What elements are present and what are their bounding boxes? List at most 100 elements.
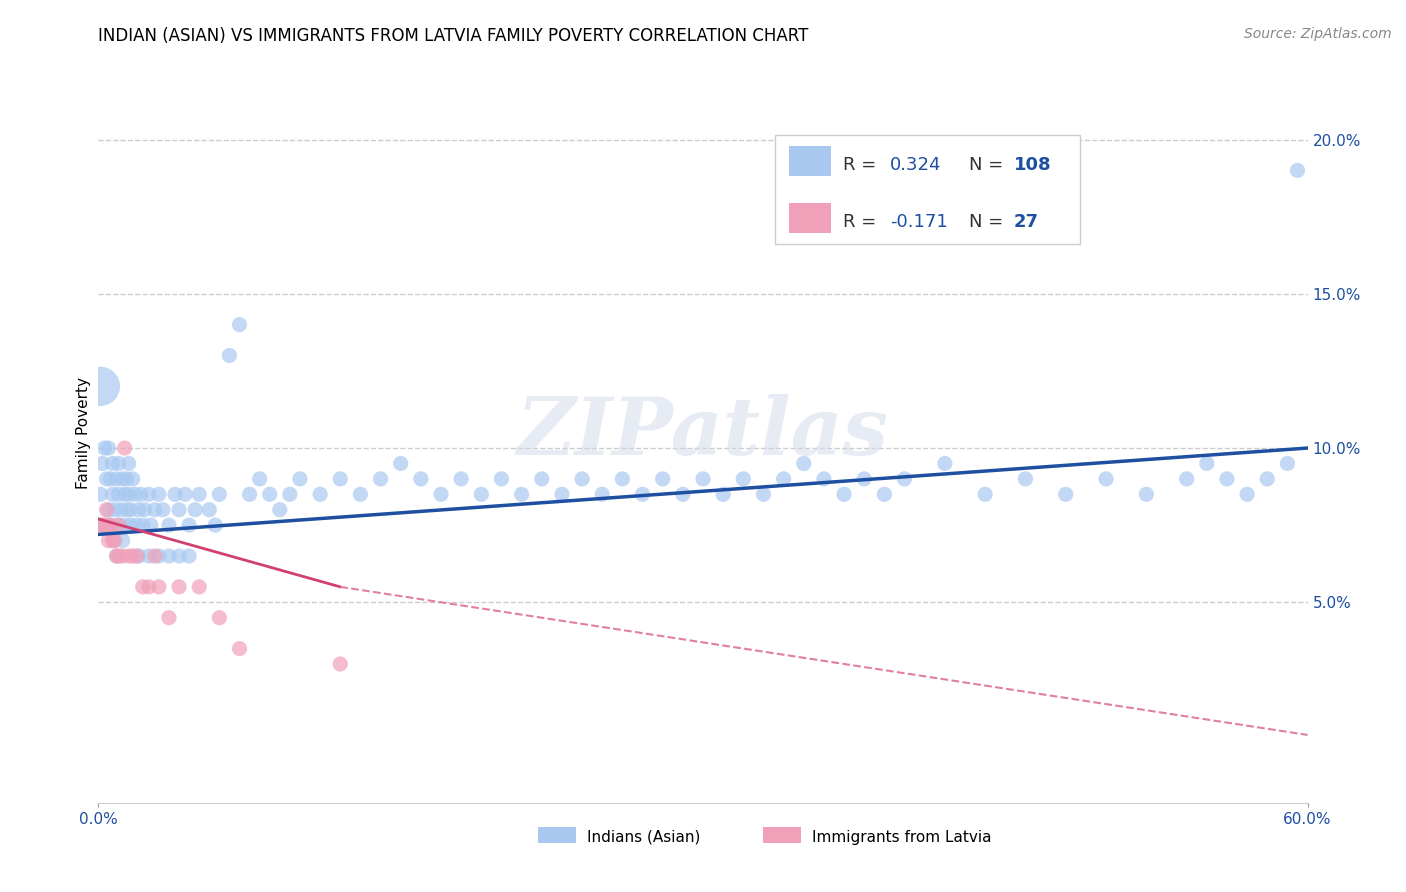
Point [1236, 487, 1258, 501]
Point [893, 472, 915, 486]
Point [389, 457, 412, 471]
Text: Immigrants from Latvia: Immigrants from Latvia [813, 830, 991, 845]
Text: R =: R = [842, 213, 882, 231]
Point [97, 502, 120, 516]
Point [125, 518, 148, 533]
Point [103, 502, 125, 516]
Point [329, 472, 352, 486]
Point [349, 487, 371, 501]
Text: ZIPatlas: ZIPatlas [517, 394, 889, 471]
Text: N =: N = [969, 156, 1010, 174]
Point [107, 487, 129, 501]
Point [114, 487, 136, 501]
Point [204, 518, 226, 533]
Point [101, 457, 124, 471]
Point [125, 549, 148, 563]
Point [167, 580, 190, 594]
Point [208, 487, 231, 501]
Point [91, 457, 114, 471]
Point [174, 487, 197, 501]
Point [510, 487, 533, 501]
Point [115, 502, 138, 516]
Point [163, 487, 186, 501]
Point [853, 472, 876, 486]
Point [100, 472, 122, 486]
Point [148, 487, 170, 501]
Point [370, 472, 392, 486]
Point [1277, 457, 1299, 471]
Point [409, 472, 432, 486]
Text: 108: 108 [1014, 156, 1052, 174]
Point [157, 611, 180, 625]
Point [101, 487, 124, 501]
Point [111, 533, 134, 548]
Point [278, 487, 301, 501]
Point [105, 549, 128, 563]
Point [711, 487, 734, 501]
Point [329, 657, 352, 671]
Point [651, 472, 673, 486]
Point [188, 580, 211, 594]
Point [218, 349, 240, 363]
Point [450, 472, 472, 486]
Point [269, 502, 291, 516]
Text: 27: 27 [1014, 213, 1039, 231]
Point [129, 487, 152, 501]
Point [115, 472, 138, 486]
Point [107, 549, 129, 563]
Point [118, 457, 141, 471]
Point [157, 518, 180, 533]
Point [1256, 472, 1278, 486]
Point [249, 472, 271, 486]
Point [259, 487, 281, 501]
Point [110, 502, 132, 516]
Point [733, 472, 755, 486]
Point [93, 441, 115, 455]
Text: R =: R = [842, 156, 882, 174]
Point [1054, 487, 1077, 501]
Point [100, 518, 122, 533]
Point [672, 487, 695, 501]
Point [1095, 472, 1118, 486]
Point [103, 533, 125, 548]
Point [138, 580, 160, 594]
Point [167, 549, 190, 563]
Point [103, 533, 125, 548]
Point [118, 487, 141, 501]
Point [179, 518, 201, 533]
Point [793, 457, 815, 471]
Point [1135, 487, 1157, 501]
Point [118, 549, 141, 563]
Point [692, 472, 714, 486]
Point [105, 549, 128, 563]
Point [152, 502, 174, 516]
Point [138, 487, 160, 501]
Point [470, 487, 492, 501]
Text: N =: N = [969, 213, 1010, 231]
Point [132, 580, 155, 594]
Point [101, 533, 124, 548]
Point [114, 441, 136, 455]
Point [974, 487, 997, 501]
Point [107, 518, 129, 533]
Point [97, 441, 120, 455]
Point [89, 487, 111, 501]
Point [188, 487, 211, 501]
Point [121, 549, 143, 563]
Point [491, 472, 513, 486]
Point [1216, 472, 1239, 486]
Point [179, 549, 201, 563]
Text: Indians (Asian): Indians (Asian) [588, 830, 700, 845]
Point [157, 549, 180, 563]
Point [148, 549, 170, 563]
Point [208, 611, 231, 625]
Point [752, 487, 775, 501]
Text: 0.324: 0.324 [890, 156, 942, 174]
Point [591, 487, 613, 501]
Point [612, 472, 634, 486]
Point [148, 580, 170, 594]
Point [1195, 457, 1218, 471]
Point [1286, 163, 1309, 178]
Point [132, 518, 155, 533]
Point [111, 472, 134, 486]
